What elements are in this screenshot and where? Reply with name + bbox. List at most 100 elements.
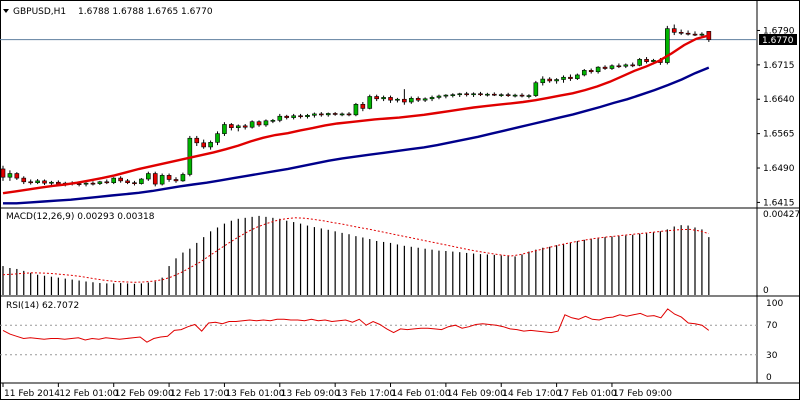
time-axis-tick-label: 14 Feb 09:00 [447,389,506,399]
bear-candle [319,113,324,116]
bull-candle [450,94,456,96]
bear-candle [14,173,20,179]
last-price-badge [759,34,797,45]
price-pane [0,24,757,205]
bull-candle [222,124,227,134]
bear-candle [478,93,483,96]
bear-candle [685,32,691,35]
price-axis-tick-label: 1.6490 [763,164,795,174]
bull-candle [111,177,117,183]
slow-moving-average [3,66,710,205]
bull-candle [367,96,373,109]
time-axis-tick-label: 12 Feb 01:00 [59,389,118,399]
rsi-pane [2,308,710,343]
bear-candle [678,31,684,34]
bull-candle [263,120,269,126]
bear-candle [588,70,594,73]
bear-candle [118,177,123,182]
bull-candle [575,74,580,79]
time-axis-tick-label: 13 Feb 09:00 [281,389,340,399]
bear-candle [616,65,622,68]
bull-candle [339,113,345,116]
macd-label: MACD(12,26,9) 0.00293 0.00318 [6,212,155,222]
macd-axis-tick-label: 0.00427 [763,210,800,220]
bear-candle [21,177,27,183]
level-lines [0,324,757,356]
time-axis-tick-label: 13 Feb 17:00 [336,389,395,399]
bull-candle [554,79,559,82]
bear-candle [90,182,96,185]
bull-candle [422,98,428,101]
bear-candle [644,59,649,62]
bear-candle [104,181,110,184]
rsi-line [2,308,710,343]
bull-candle [651,59,656,62]
bull-candle [561,76,566,80]
bear-candle [630,64,636,67]
bear-candle [505,94,511,96]
bear-candle [492,93,497,96]
bull-candle [270,120,276,122]
bull-candle [305,114,310,117]
bull-candle [637,59,642,66]
bear-candle [152,173,158,185]
bear-candle [402,98,407,103]
dropdown-arrow-icon[interactable] [3,9,9,13]
rsi-axis-tick-label: 100 [766,299,783,309]
bull-candle [83,182,89,185]
bull-candle [353,103,359,116]
time-axis-tick-label: 17 Feb 01:00 [558,389,617,399]
bull-candle [381,97,386,100]
bull-candle [699,33,705,36]
bull-candle [581,70,587,76]
bear-candle [201,142,206,148]
bull-candle [235,125,241,128]
time-axis-tick-label: 12 Feb 17:00 [170,389,229,399]
bear-candle [76,183,82,185]
rsi-label: RSI(14) 62.7072 [6,301,79,311]
price-axis-tick-label: 1.6565 [763,130,795,140]
time-axis-tick-label: 13 Feb 01:00 [225,389,284,399]
bull-candle [498,94,504,96]
bull-candle [180,174,186,182]
bear-candle [671,28,677,33]
bear-candle [28,181,33,184]
time-axis-tick-label: 14 Feb 17:00 [502,389,561,399]
time-axis-tick-label: 17 Feb 09:00 [613,389,672,399]
bear-candle [692,33,698,36]
bull-candle [159,175,165,185]
bull-candle [623,64,629,67]
bull-candle [526,95,532,97]
bull-candle [595,66,601,73]
bear-candle [602,66,608,69]
bear-candle [56,181,61,185]
bear-candle [125,180,130,183]
bull-candle [540,78,546,84]
bear-candle [42,180,47,184]
bear-candle [298,115,303,118]
bull-candle [7,173,13,178]
macd-axis-tick-label: 0 [763,286,769,296]
bull-candle [443,94,449,97]
bull-candle [146,173,151,180]
bull-candle [35,180,40,183]
bear-candle [256,121,262,126]
bull-candle [609,65,615,69]
bull-candle [215,133,220,143]
rsi-axis-tick-label: 70 [766,321,778,331]
bull-candle [139,178,144,184]
y-axis-labels: 1.6790 1.6715 1.6640 1.6565 1.6490 1.6415 0.00… [757,26,800,383]
bear-candle [229,124,234,128]
bull-candle [97,181,103,184]
bull-candle [208,142,213,148]
bull-candle [457,93,463,96]
bull-candle [485,93,490,96]
bear-candle [415,98,421,101]
rsi-axis-tick-label: 0 [766,373,772,383]
bull-candle [325,113,331,116]
bear-candle [166,175,172,180]
price-axis-tick-label: 1.6715 [763,61,795,71]
macd-pane [2,215,710,295]
fast-moving-average [2,34,710,195]
